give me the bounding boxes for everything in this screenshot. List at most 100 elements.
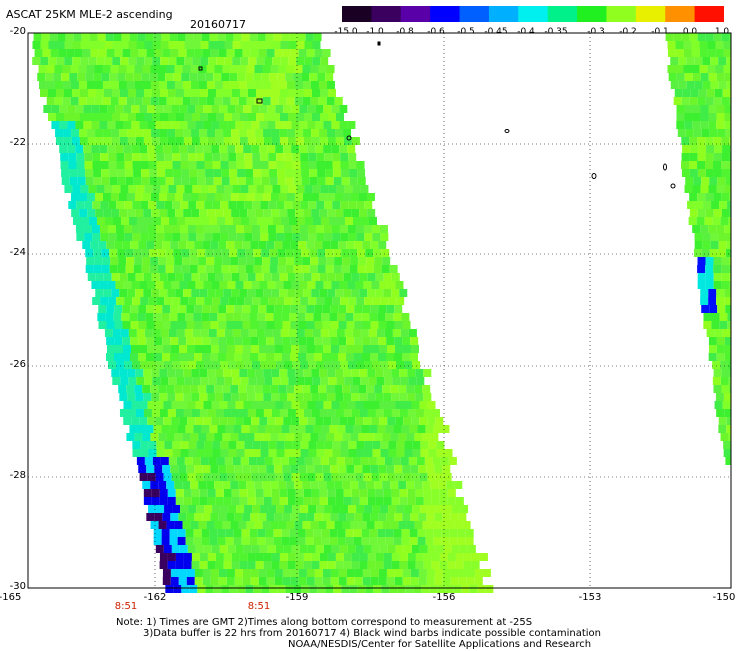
swath-pixel [405,449,413,457]
swath-pixel [95,81,103,89]
swath-pixel [700,225,708,233]
swath-pixel [206,481,214,489]
swath-pixel [123,321,131,329]
swath-pixel [304,113,312,121]
swath-pixel [218,33,226,41]
swath-pixel [386,305,394,313]
swath-pixel [330,305,338,313]
swath-pixel [279,209,287,217]
swath-pixel [259,569,267,577]
swath-pixel [299,281,307,289]
swath-pixel [192,89,200,97]
swath-pixel [282,305,290,313]
swath-pixel [438,481,446,489]
swath-pixel [116,297,124,305]
swath-pixel [72,113,80,121]
swath-pixel [273,313,281,321]
swath-pixel [418,465,426,473]
swath-pixel [155,49,163,57]
swath-pixel [162,513,170,521]
swath-pixel [322,513,330,521]
swath-pixel [298,337,306,345]
swath-pixel [332,545,340,553]
swath-pixel [141,161,149,169]
swath-pixel [205,73,213,81]
swath-pixel [355,345,363,353]
swath-pixel [131,121,139,129]
swath-pixel [350,177,358,185]
swath-pixel [706,281,714,289]
swath-pixel [206,385,214,393]
swath-pixel [674,33,682,41]
swath-pixel [294,481,302,489]
swath-pixel [155,145,163,153]
swath-pixel [388,441,396,449]
swath-pixel [188,505,196,513]
swath-pixel [367,289,375,297]
swath-pixel [723,329,731,337]
swath-pixel [427,401,435,409]
swath-pixel [291,281,299,289]
swath-pixel [339,569,347,577]
swath-pixel [246,265,254,273]
swath-pixel [679,81,687,89]
swath-pixel [355,577,363,585]
swath-pixel [256,113,264,121]
swath-pixel [284,233,292,241]
swath-pixel [132,361,140,369]
swath-pixel [175,521,183,529]
swath-pixel [195,345,203,353]
swath-pixel [340,297,348,305]
swath-pixel [347,321,355,329]
swath-pixel [199,369,207,377]
swath-pixel [108,361,116,369]
swath-pixel [240,553,248,561]
swath-pixel [356,201,364,209]
swath-pixel [698,209,706,217]
swath-pixel [176,113,184,121]
swath-pixel [232,89,240,97]
swath-pixel [219,569,227,577]
swath-pixel [115,121,123,129]
swath-pixel [178,513,186,521]
swath-pixel [280,561,288,569]
swath-pixel [115,105,123,113]
swath-pixel [357,249,365,257]
swath-pixel [238,481,246,489]
swath-pixel [286,265,294,273]
swath-pixel [176,561,184,569]
swath-pixel [117,249,125,257]
swath-pixel [73,41,81,49]
swath-pixel [242,337,250,345]
swath-pixel [366,433,374,441]
swath-pixel [458,537,466,545]
swath-pixel [387,417,395,425]
swath-pixel [697,217,705,225]
swath-pixel [252,201,260,209]
swath-pixel [335,97,343,105]
swath-pixel [408,409,416,417]
swath-pixel [164,153,172,161]
swath-pixel [394,353,402,361]
swath-pixel [396,441,404,449]
swath-pixel [182,257,190,265]
swath-pixel [179,345,187,353]
swath-pixel [224,553,232,561]
swath-pixel [232,497,240,505]
swath-pixel [215,393,223,401]
swath-pixel [380,441,388,449]
swath-pixel [356,233,364,241]
swath-pixel [327,65,335,73]
swath-pixel [118,385,126,393]
swath-pixel [216,273,224,281]
swath-pixel [147,321,155,329]
swath-pixel [218,529,226,537]
swath-pixel [210,337,218,345]
swath-pixel [160,553,168,561]
swath-pixel [297,329,305,337]
swath-pixel [183,369,191,377]
swath-pixel [378,337,386,345]
swath-pixel [362,337,370,345]
swath-pixel [103,97,111,105]
swath-pixel [392,561,400,569]
